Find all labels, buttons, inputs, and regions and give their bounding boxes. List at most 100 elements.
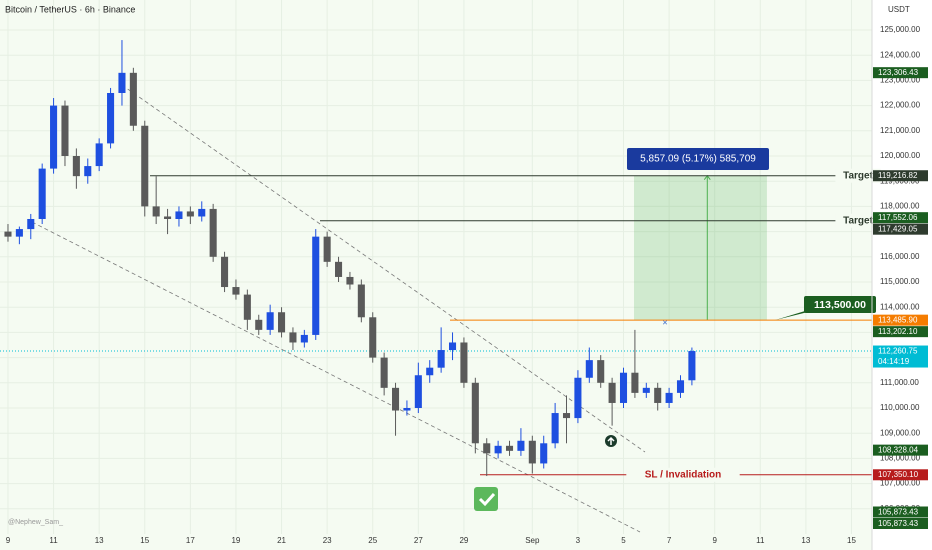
- candle-body: [460, 342, 468, 383]
- candle-body: [323, 236, 331, 262]
- price-tag: [873, 223, 928, 235]
- candle-body: [300, 334, 308, 343]
- candle-body: [346, 276, 354, 285]
- candle-body: [38, 168, 46, 219]
- callout-box: [804, 296, 876, 313]
- price-tag-label: 123,306.43: [878, 68, 919, 77]
- price-tag-label: 117,429.05: [878, 225, 918, 234]
- candle-body: [221, 256, 229, 288]
- y-tick-label: 116,000.00: [880, 252, 920, 261]
- price-tag: [873, 326, 928, 338]
- y-tick-label: 122,000.00: [880, 101, 921, 110]
- target-zone: [633, 175, 767, 321]
- candle-body: [129, 72, 137, 126]
- candle-body: [186, 211, 194, 217]
- candle-body: [528, 440, 536, 464]
- candle-body: [50, 105, 58, 169]
- candle-body: [335, 261, 343, 277]
- candle-body: [414, 375, 422, 409]
- candle-body: [483, 443, 491, 454]
- y-tick-label: 125,000.00: [880, 25, 921, 34]
- y-tick-label: 120,000.00: [880, 151, 921, 160]
- candle-body: [665, 392, 673, 403]
- y-tick-label: 118,000.00: [880, 202, 920, 211]
- candle-body: [562, 413, 571, 419]
- level-label-bg: [835, 168, 881, 183]
- x-tick-label: 27: [414, 536, 423, 545]
- candle-body: [209, 208, 217, 257]
- y-tick-label: 110,000.00: [880, 403, 920, 412]
- price-tag: [873, 506, 928, 518]
- price-tag: [873, 67, 928, 79]
- candle-body: [84, 166, 92, 177]
- candle-body: [107, 92, 115, 144]
- price-tag-label: 105,873.43: [878, 519, 919, 528]
- candle-body: [72, 155, 80, 177]
- measure-box: [627, 148, 769, 170]
- y-tick-label: 114,000.00: [880, 302, 920, 311]
- candle-body: [266, 312, 274, 330]
- countdown: 04:14:19: [878, 357, 910, 366]
- up-arrow: [607, 436, 615, 445]
- candle-body: [15, 229, 23, 237]
- candle-body: [369, 317, 377, 358]
- level-label: Target: [843, 170, 873, 181]
- watermark: @Nephew_Sam_: [8, 519, 63, 526]
- price-tag-label: 108,328.04: [878, 446, 919, 455]
- candle-body: [574, 377, 582, 419]
- candle-body: [164, 216, 172, 219]
- currency: USDT: [888, 5, 910, 14]
- x-tick-label: 7: [667, 536, 672, 545]
- y-tick-label: 111,000.00: [880, 378, 919, 387]
- callout-pointer: [775, 311, 812, 321]
- candle-body: [27, 218, 35, 230]
- candle-body: [631, 372, 639, 393]
- channel-upper: [121, 84, 646, 453]
- price-tag: [873, 517, 928, 529]
- candle-body: [232, 287, 240, 295]
- candle-body: [540, 443, 548, 464]
- price-tag: [873, 212, 928, 224]
- candle-body: [255, 319, 263, 330]
- price-tag: [873, 469, 928, 481]
- price-tag-label: 113,202.10: [878, 327, 918, 336]
- candle-body: [642, 387, 650, 393]
- candle-body: [198, 208, 206, 217]
- candle-body: [380, 357, 388, 388]
- candle-body: [392, 387, 400, 411]
- candle-body: [505, 445, 514, 451]
- candle-body: [152, 206, 160, 217]
- candle-body: [688, 351, 696, 381]
- price-tag-label: 105,873.43: [878, 507, 919, 516]
- channel-lower: [31, 221, 641, 533]
- measure-label: 5,857.09 (5.17%) 585,709: [640, 154, 756, 165]
- y-tick-label: 108,000.00: [880, 454, 921, 463]
- x-tick-label: Sep: [525, 536, 540, 545]
- candle-body: [278, 312, 286, 333]
- candle-body: [597, 360, 605, 383]
- candle-body: [437, 350, 445, 368]
- x-tick-label: 23: [323, 536, 332, 545]
- candle-body: [426, 367, 434, 376]
- level-label-bg: [626, 467, 740, 482]
- candle-body: [312, 236, 320, 335]
- candle-body: [403, 408, 411, 411]
- x-tick-label: 13: [801, 536, 810, 545]
- candle-body: [175, 211, 183, 219]
- candle-body: [654, 387, 662, 403]
- candle-body: [676, 380, 685, 393]
- x-tick-label: 5: [621, 536, 626, 545]
- y-tick-label: 123,000.00: [880, 76, 921, 85]
- x-tick-label: 29: [459, 536, 468, 545]
- y-tick-label: 109,000.00: [880, 428, 921, 437]
- candle-body: [95, 143, 103, 167]
- price-tag-label: 119,216.82: [878, 171, 918, 180]
- candle-body: [4, 231, 12, 237]
- x-tick-label: 21: [277, 536, 286, 545]
- candle-body: [289, 332, 297, 343]
- candle-body: [141, 125, 149, 207]
- candle-body: [448, 342, 457, 351]
- candle-body: [585, 360, 593, 378]
- candle-body: [118, 72, 126, 93]
